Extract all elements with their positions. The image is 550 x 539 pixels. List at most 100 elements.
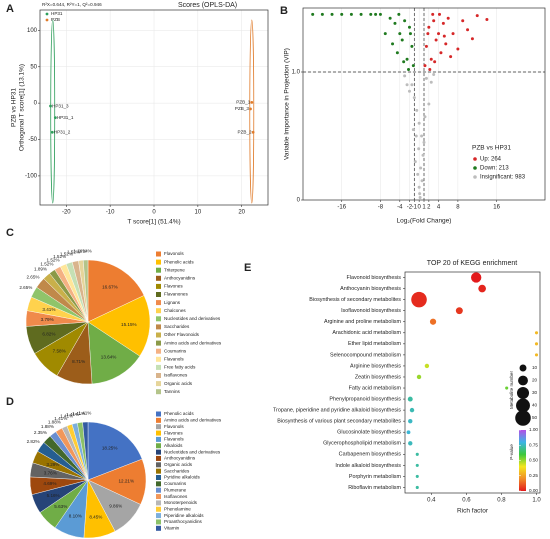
point bbox=[411, 64, 415, 68]
y-tick-label: Arachidonic acid metabolism bbox=[332, 330, 401, 336]
point bbox=[424, 44, 428, 48]
pie-slice bbox=[87, 295, 151, 357]
point bbox=[411, 128, 415, 132]
legend-label: Chalcones bbox=[164, 308, 186, 313]
size-legend-marker bbox=[519, 364, 527, 372]
legend-title: PZB vs HP31 bbox=[472, 145, 511, 152]
slice-label: 1.41% bbox=[54, 416, 67, 421]
x-tick-label: 0 bbox=[417, 205, 421, 211]
chart-title: TOP 20 of KEGG enrichment bbox=[427, 260, 517, 267]
bubble bbox=[424, 363, 430, 369]
x-tick-label: 0.4 bbox=[427, 498, 436, 504]
slice-label: 3.79% bbox=[41, 317, 54, 322]
point-label: PZB_2 bbox=[238, 129, 252, 134]
legend-label: Anthocyanidins bbox=[164, 276, 196, 281]
x-tick-label: -10 bbox=[106, 210, 115, 216]
legend-swatch bbox=[156, 356, 161, 362]
bubble bbox=[415, 474, 419, 478]
bubble bbox=[416, 374, 422, 380]
legend-swatch bbox=[156, 506, 161, 512]
y-tick-label: 0 bbox=[297, 198, 301, 204]
legend-label: Saccharides bbox=[164, 468, 190, 473]
point-label: HP31_2 bbox=[54, 129, 71, 134]
colorbar-label: 1.00 bbox=[529, 427, 538, 432]
legend-label: Amino acids and derivatives bbox=[164, 418, 222, 423]
y-tick-label: Arginine and proline metabolism bbox=[324, 319, 402, 325]
x-tick-label: -4 bbox=[397, 205, 403, 211]
slice-label: 5.16% bbox=[47, 493, 60, 498]
point bbox=[437, 32, 441, 36]
legend-label: Organic acids bbox=[164, 381, 193, 386]
point bbox=[475, 14, 479, 18]
legend-label: Proanthocyanidins bbox=[164, 519, 202, 524]
legend-label: Flavanols bbox=[164, 357, 184, 362]
x-tick-label: -20 bbox=[62, 210, 71, 216]
legend-swatch bbox=[156, 324, 161, 330]
confidence-ellipse bbox=[50, 19, 56, 204]
legend-label: Vitamin bbox=[164, 526, 180, 531]
x-tick-label: 0.8 bbox=[497, 498, 506, 504]
x-axis-label: Rich factor bbox=[457, 508, 489, 515]
slice-label: 1.89% bbox=[34, 266, 47, 271]
point bbox=[407, 67, 411, 71]
point bbox=[413, 160, 417, 164]
legend-swatch bbox=[156, 424, 161, 430]
point bbox=[424, 76, 428, 80]
point bbox=[311, 12, 315, 16]
slice-label: 2.65% bbox=[26, 274, 39, 279]
legend-label: Anthocyanidins bbox=[164, 456, 196, 461]
slice-label: 2.65% bbox=[19, 285, 32, 290]
point bbox=[417, 147, 421, 151]
point bbox=[374, 12, 378, 16]
slice-label: 1.41% bbox=[78, 410, 91, 415]
point bbox=[485, 18, 489, 22]
slice-label: 8.71% bbox=[72, 359, 85, 364]
legend-label: Nucleotides and derivatives bbox=[164, 316, 221, 321]
point bbox=[461, 19, 465, 23]
x-tick-label: -1 bbox=[412, 205, 418, 211]
legend-swatch bbox=[156, 455, 161, 461]
legend-swatch bbox=[156, 381, 161, 387]
point bbox=[251, 130, 255, 134]
legend-label: Piperidine alkaloids bbox=[164, 513, 204, 518]
point bbox=[405, 83, 409, 87]
y-tick-label: Zeatin biosynthesis bbox=[355, 374, 401, 380]
slice-label: 5.63% bbox=[54, 504, 67, 509]
point bbox=[419, 166, 423, 170]
pie-slice bbox=[87, 259, 145, 323]
plot-frame bbox=[39, 9, 269, 206]
bubble bbox=[534, 353, 539, 357]
legend-label: Flavanols bbox=[164, 437, 184, 442]
legend-label: Monoterpenoids bbox=[164, 500, 198, 505]
legend-marker bbox=[45, 12, 49, 16]
panel-letter: E bbox=[244, 262, 251, 274]
point-label: PZB_3 bbox=[235, 106, 249, 111]
y-tick-label: 100 bbox=[27, 28, 38, 34]
y-tick-label: Porphyrin metabolism bbox=[349, 474, 402, 480]
point bbox=[403, 74, 407, 78]
y-tick-label: Arginine biosynthesis bbox=[350, 363, 401, 369]
y-tick-label: Flavonoid biosynthesis bbox=[346, 275, 401, 281]
panel-letter: B bbox=[280, 5, 288, 17]
slice-label: 1.52% bbox=[53, 254, 66, 259]
point bbox=[53, 116, 57, 120]
legend-marker bbox=[473, 166, 477, 170]
legend-swatch bbox=[156, 373, 161, 378]
legend-swatch bbox=[156, 494, 161, 500]
point bbox=[410, 83, 414, 87]
slice-label: 3.41% bbox=[42, 307, 55, 312]
colorbar-label: 0.50 bbox=[529, 458, 538, 463]
legend-swatch bbox=[156, 443, 161, 449]
legend-swatch bbox=[156, 308, 161, 314]
size-legend-label: 50 bbox=[532, 415, 538, 420]
size-legend-marker bbox=[516, 386, 530, 400]
point bbox=[429, 57, 433, 61]
x-tick-label: -2 bbox=[407, 205, 413, 211]
legend-swatch bbox=[156, 332, 161, 338]
y-tick-label: Ether lipid metabolism bbox=[348, 341, 402, 347]
bubble bbox=[415, 452, 419, 456]
point bbox=[446, 16, 450, 20]
point bbox=[407, 89, 411, 93]
point bbox=[388, 16, 392, 20]
y-tick-label: 0 bbox=[34, 101, 38, 107]
